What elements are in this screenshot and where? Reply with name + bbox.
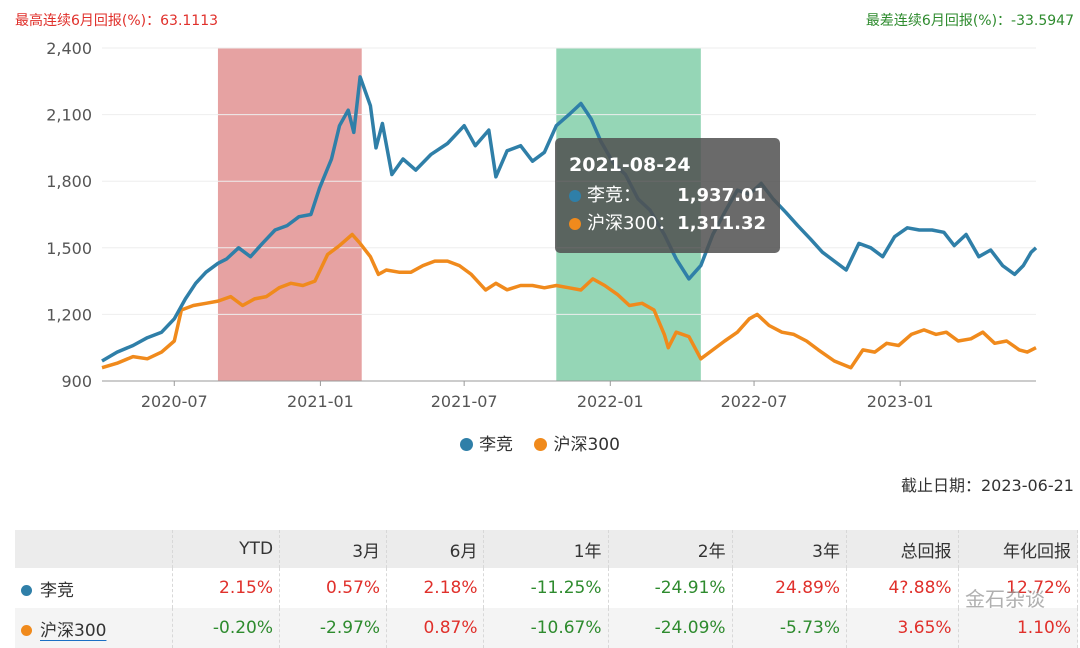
y-tick-label: 900: [61, 372, 92, 391]
table-cell: 0.87%: [386, 608, 485, 648]
tooltip-dot-icon: [569, 190, 581, 202]
legend-item-lijing[interactable]: 李竞: [460, 430, 513, 455]
table-header-row: YTD 3月 6月 1年 2年 3年 总回报 年化回报: [15, 530, 1079, 568]
tooltip-date: 2021-08-24: [569, 154, 691, 176]
table-cell: -24.09%: [608, 608, 733, 648]
tooltip-row: 沪深300： 1,311.32: [569, 210, 766, 238]
table-row: 沪深300 -0.20% -2.97% 0.87% -10.67% -24.09…: [15, 608, 1079, 648]
x-tick-label: 2022-07: [721, 392, 788, 411]
tooltip-series-value: 1,937.01: [677, 185, 766, 206]
worst-6m-return-label: 最差连续6月回报(%)：-33.5947: [865, 13, 1074, 29]
hs300-link[interactable]: 沪深300: [40, 620, 107, 641]
chart-tooltip: 2021-08-24 李竞： 1,937.01 沪深300： 1,311.32: [555, 138, 780, 253]
legend-item-hs300[interactable]: 沪深300: [534, 430, 620, 455]
table-cell: -2.97%: [279, 608, 388, 648]
header-cell: 1年: [483, 530, 609, 568]
header-cell: 6月: [386, 530, 485, 568]
header-cell: [15, 530, 173, 568]
best-6m-return-label: 最高连续6月回报(%)：63.1113: [15, 13, 219, 29]
table-cell: -24.91%: [608, 568, 733, 608]
tooltip-dot-icon: [569, 218, 581, 230]
as-of-date: 截止日期：2023-06-21: [901, 476, 1074, 495]
highlight-region-best: [217, 48, 362, 381]
table-cell: 3.65%: [846, 608, 959, 648]
y-tick-label: 1,200: [46, 305, 92, 324]
table-cell: 24.89%: [732, 568, 847, 608]
tooltip-row: 李竞： 1,937.01: [569, 182, 766, 210]
table-cell: 1.10%: [958, 608, 1079, 648]
table-cell: -11.25%: [483, 568, 609, 608]
legend-dot-icon: [534, 438, 548, 451]
row-name: 李竞: [15, 568, 173, 608]
y-tick-label: 2,100: [46, 106, 92, 125]
x-tick-label: 2021-01: [287, 392, 354, 411]
tooltip-series-value: 1,311.32: [677, 213, 766, 234]
performance-table: YTD 3月 6月 1年 2年 3年 总回报 年化回报 李竞 2.15% 0.5…: [15, 530, 1079, 648]
table-cell: 4?.88%: [846, 568, 959, 608]
chart-legend: 李竞 沪深300: [0, 430, 1080, 455]
row-name: 沪深300: [15, 608, 173, 648]
x-tick-label: 2022-01: [577, 392, 644, 411]
header-cell: 总回报: [846, 530, 959, 568]
x-tick-label: 2020-07: [141, 392, 208, 411]
y-tick-label: 2,400: [46, 39, 92, 58]
header-cell: 年化回报: [958, 530, 1079, 568]
series-dot-icon: [21, 584, 32, 596]
tooltip-series-name: 李竞：: [587, 185, 641, 206]
table-cell: -0.20%: [172, 608, 281, 648]
table-cell: -10.67%: [483, 608, 609, 648]
header-cell: 3月: [279, 530, 388, 568]
y-tick-label: 1,800: [46, 172, 92, 191]
series-dot-icon: [21, 624, 32, 636]
table-cell: 2.15%: [172, 568, 281, 608]
y-tick-label: 1,500: [46, 239, 92, 258]
legend-label: 李竞: [479, 435, 514, 455]
watermark: 金石杂谈: [965, 587, 1045, 611]
header-cell: 3年: [732, 530, 847, 568]
x-tick-label: 2023-01: [867, 392, 934, 411]
table-row: 李竞 2.15% 0.57% 2.18% -11.25% -24.91% 24.…: [15, 568, 1079, 608]
table-cell: -5.73%: [732, 608, 847, 648]
tooltip-series-name: 沪深300：: [587, 213, 676, 234]
table-cell: 2.18%: [386, 568, 485, 608]
x-tick-label: 2021-07: [431, 392, 498, 411]
series-line: [101, 232, 1037, 370]
header-cell: YTD: [172, 530, 281, 568]
legend-dot-icon: [460, 438, 474, 451]
table-cell: 12.72%: [958, 568, 1079, 608]
table-cell: 0.57%: [279, 568, 388, 608]
line-chart: 2,400 2,100 1,800 1,500 1,200 900 2020-07 2021-…: [46, 39, 1038, 411]
header-cell: 2年: [608, 530, 733, 568]
series-line: [101, 75, 1038, 363]
legend-label: 沪深300: [553, 435, 620, 455]
